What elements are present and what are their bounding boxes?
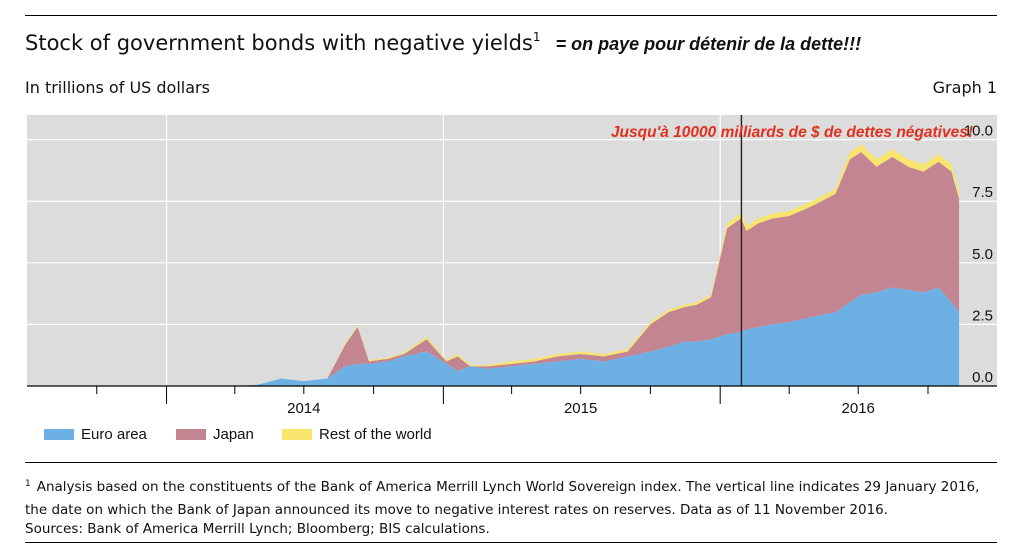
y-tick-label-3: 7.5	[972, 184, 993, 201]
legend-swatch-euro-area	[44, 429, 74, 440]
y-tick-label-0: 0.0	[972, 369, 993, 386]
legend-swatch-japan	[176, 429, 206, 440]
title-footnote-marker: 1	[532, 30, 541, 44]
y-tick-label-4: 10.0	[964, 123, 993, 140]
x-tick-label-2016: 2016	[842, 400, 875, 417]
footnote: 1 Analysis based on the constituents of t…	[25, 477, 1000, 521]
footnote-marker: 1	[25, 479, 31, 489]
x-tick-label-2015: 2015	[564, 400, 597, 417]
footnote-rule	[25, 462, 997, 463]
area-euro-area	[166, 287, 960, 386]
area-japan	[166, 151, 960, 386]
legend-label-japan: Japan	[213, 426, 254, 443]
legend-label-euro-area: Euro area	[81, 426, 147, 443]
graph-label: Graph 1	[932, 78, 997, 97]
unit-label: In trillions of US dollars	[25, 78, 210, 97]
legend-swatch-rest-of-world	[282, 429, 312, 440]
bottom-rule	[25, 542, 997, 543]
x-tick-label-2014: 2014	[287, 400, 320, 417]
chart-annotation: Jusqu'à 10000 milliards de $ de dettes n…	[611, 124, 973, 141]
legend-item-rest-of-world: Rest of the world	[282, 426, 432, 443]
legend-label-rest-of-world: Rest of the world	[319, 426, 432, 443]
title-row: Stock of government bonds with negative …	[25, 30, 862, 55]
legend-item-japan: Japan	[176, 426, 254, 443]
chart-title: Stock of government bonds with negative …	[25, 31, 533, 55]
legend-item-euro-area: Euro area	[44, 426, 147, 443]
top-rule	[25, 15, 997, 16]
sources-line: Sources: Bank of America Merrill Lynch; …	[25, 521, 490, 537]
title-annotation: = on paye pour détenir de la dette!!!	[555, 34, 862, 54]
footnote-text: Analysis based on the constituents of th…	[25, 479, 980, 518]
y-tick-label-2: 5.0	[972, 246, 993, 263]
y-tick-label-1: 2.5	[972, 307, 993, 324]
